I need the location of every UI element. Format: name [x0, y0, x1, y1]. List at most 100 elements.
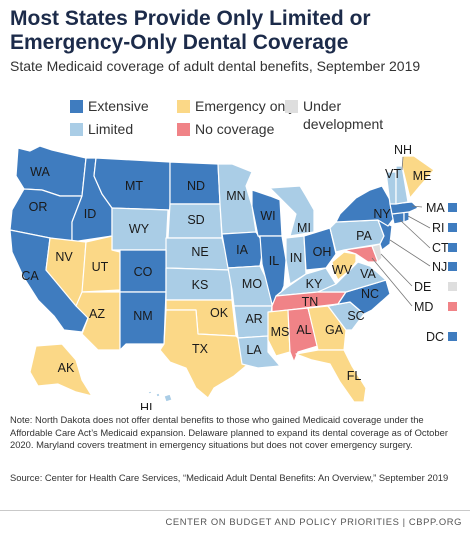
- legend-swatch-none: [177, 123, 190, 136]
- state-label-nv: NV: [55, 250, 73, 264]
- legend-swatch-extensive: [70, 100, 83, 113]
- state-label-tx: TX: [192, 342, 209, 356]
- callout-line-md: [371, 257, 413, 307]
- state-label-oh: OH: [313, 245, 332, 259]
- state-label-fl: FL: [347, 369, 362, 383]
- state-label-ri: RI: [432, 221, 445, 235]
- state-label-tn: TN: [302, 295, 319, 309]
- legend-swatch-limited: [70, 123, 83, 136]
- state-label-md: MD: [414, 300, 433, 314]
- state-wv: [331, 251, 357, 281]
- state-label-sd: SD: [187, 213, 204, 227]
- map-legend: Extensive Emergency only Under developme…: [0, 0, 470, 140]
- callout-line-de: [380, 253, 413, 287]
- state-label-nc: NC: [361, 287, 379, 301]
- state-label-ky: KY: [306, 277, 323, 291]
- state-label-nd: ND: [187, 179, 205, 193]
- state-label-ct: CT: [432, 241, 449, 255]
- state-label-sc: SC: [347, 309, 364, 323]
- state-label-dc: DC: [426, 330, 444, 344]
- callout-swatch-dc: [448, 332, 457, 341]
- state-ms: [267, 309, 291, 357]
- state-label-co: CO: [134, 265, 153, 279]
- state-hi: [147, 390, 173, 403]
- state-label-ks: KS: [192, 278, 209, 292]
- state-label-mt: MT: [125, 179, 143, 193]
- state-label-wa: WA: [30, 165, 50, 179]
- state-label-il: IL: [269, 254, 279, 268]
- callout-swatch-ct: [448, 243, 457, 252]
- state-nm: [119, 291, 167, 351]
- state-nh: [395, 165, 409, 205]
- state-oh: [303, 227, 337, 271]
- callout-line-ct: [399, 219, 431, 249]
- state-label-nj: NJ: [432, 260, 447, 274]
- chart-subtitle: State Medicaid coverage of adult dental …: [10, 58, 421, 74]
- state-label-wi: WI: [260, 209, 275, 223]
- state-label-ca: CA: [21, 269, 39, 283]
- small-state-callouts: NH MA RI CT NJ DE MD DC HI: [140, 143, 457, 410]
- state-shapes: [9, 145, 435, 403]
- state-label-wv: WV: [332, 263, 353, 277]
- state-label-de: DE: [414, 280, 431, 294]
- callout-line-nj: [389, 239, 431, 267]
- legend-label-under-development-1: Under: [303, 98, 342, 114]
- state-label-vt: VT: [385, 167, 401, 181]
- state-ak: [29, 343, 93, 397]
- state-fl: [295, 349, 367, 403]
- legend-swatch-emergency: [177, 100, 190, 113]
- chart-note: Note: North Dakota does not offer dental…: [10, 414, 448, 451]
- state-label-ms: MS: [271, 325, 290, 339]
- state-label-pa: PA: [356, 229, 372, 243]
- state-va: [317, 261, 387, 293]
- state-label-mo: MO: [242, 277, 262, 291]
- state-label-ak: AK: [58, 361, 75, 375]
- callout-swatch-nj: [448, 262, 457, 271]
- state-label-nh: NH: [394, 143, 412, 157]
- callout-line-nh: [401, 156, 404, 171]
- state-label-hi: HI: [140, 401, 153, 410]
- us-state-map: WA OR CA ID MT ND SD WY NE NV UT CO AZ N…: [9, 143, 457, 410]
- legend-label-emergency: Emergency only: [195, 98, 296, 114]
- state-label-mn: MN: [226, 189, 245, 203]
- footer-divider: [0, 510, 470, 511]
- state-label-ma: MA: [426, 201, 445, 215]
- state-label-az: AZ: [89, 307, 105, 321]
- state-label-ne: NE: [191, 245, 208, 259]
- state-label-ar: AR: [245, 312, 262, 326]
- chart-title: Most States Provide Only Limited or Emer…: [10, 7, 371, 54]
- state-label-va: VA: [360, 267, 376, 281]
- state-ga: [307, 305, 347, 351]
- state-wa: [15, 145, 87, 197]
- state-label-la: LA: [246, 343, 262, 357]
- callout-swatch-ma: [448, 203, 457, 212]
- legend-label-extensive: Extensive: [88, 98, 149, 114]
- state-label-al: AL: [296, 323, 311, 337]
- state-label-ny: NY: [373, 207, 391, 221]
- state-label-id: ID: [84, 207, 97, 221]
- chart-source: Source: Center for Health Care Services,…: [10, 472, 449, 483]
- legend-label-under-development-2: development: [303, 116, 384, 132]
- legend-label-none: No coverage: [195, 121, 275, 137]
- state-label-me: ME: [413, 169, 432, 183]
- legend-swatch-under-development: [285, 100, 298, 113]
- state-ri: [403, 211, 410, 223]
- state-label-wy: WY: [129, 222, 150, 236]
- footer-credit: CENTER ON BUDGET AND POLICY PRIORITIES |…: [165, 516, 462, 527]
- state-label-ut: UT: [92, 260, 109, 274]
- state-label-in: IN: [290, 251, 303, 265]
- state-label-or: OR: [29, 200, 48, 214]
- state-label-ia: IA: [236, 243, 248, 257]
- legend-label-limited: Limited: [88, 121, 134, 137]
- callout-line-ri: [407, 215, 431, 229]
- state-nj: [377, 219, 393, 251]
- callout-swatch-de: [448, 282, 457, 291]
- state-labels: WA OR CA ID MT ND SD WY NE NV UT CO AZ N…: [21, 165, 431, 383]
- callout-swatch-md: [448, 302, 457, 311]
- state-tx: [159, 309, 247, 399]
- state-label-ok: OK: [210, 306, 229, 320]
- state-label-ga: GA: [325, 323, 344, 337]
- callout-line-ma: [411, 205, 423, 208]
- state-label-nm: NM: [133, 309, 152, 323]
- state-mi: [269, 185, 315, 237]
